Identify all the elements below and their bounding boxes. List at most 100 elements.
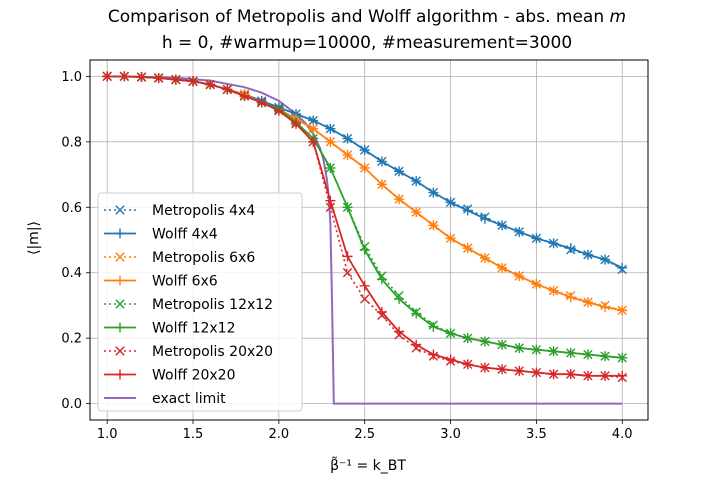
data-point-wolff-12x12	[548, 346, 559, 357]
data-point-wolff-20x20	[394, 326, 405, 337]
x-tick-label: 3.5	[526, 427, 547, 442]
data-point-wolff-20x20	[359, 280, 370, 291]
series-line-exact-limit	[107, 75, 623, 405]
data-point-wolff-4x4	[548, 238, 559, 249]
data-point-metropolis-20x20	[360, 294, 370, 304]
exact-limit-layer	[107, 75, 623, 405]
data-point-metropolis-20x20	[342, 268, 353, 278]
legend-label-wolff-20x20: Wolff 20x20	[152, 368, 236, 384]
legend-marker-wolff-6x6	[115, 275, 125, 286]
chart-title-math-m: m	[610, 7, 627, 27]
data-point-wolff-20x20	[342, 251, 353, 262]
data-point-wolff-20x20	[222, 84, 233, 95]
data-point-wolff-4x4	[582, 249, 593, 260]
legend-entry-wolff-4x4: Wolff 4x4	[104, 227, 218, 243]
data-point-wolff-6x6	[497, 262, 508, 273]
data-point-wolff-4x4	[617, 262, 628, 273]
data-point-wolff-6x6	[479, 253, 490, 263]
data-point-wolff-4x4	[411, 176, 422, 187]
data-point-wolff-12x12	[565, 347, 576, 358]
data-point-wolff-20x20	[617, 370, 628, 381]
legend-marker-metropolis-6x6	[115, 252, 125, 262]
data-point-wolff-6x6	[565, 292, 576, 303]
legend-entry-wolff-12x12: Wolff 12x12	[104, 321, 236, 337]
data-point-wolff-12x12	[531, 344, 542, 355]
data-point-wolff-4x4	[445, 197, 456, 208]
legend-label-wolff-6x6: Wolff 6x6	[152, 274, 218, 290]
data-point-wolff-12x12	[617, 352, 628, 363]
data-point-wolff-20x20	[548, 369, 559, 380]
legend-entry-metropolis-4x4: Metropolis 4x4	[104, 203, 255, 219]
chart-title-line1-text: Comparison of Metropolis and Wolff algor…	[108, 7, 610, 27]
x-tick-label: 2.0	[269, 427, 290, 442]
legend-label-exact-limit: exact limit	[152, 391, 226, 407]
axis-ticks: 1.0 1.5 2.0 2.5 3.0 3.5 4.0 0.0 0.2 0.4 0.6 0.8 1.0	[61, 70, 632, 442]
data-point-wolff-20x20	[136, 72, 147, 83]
legend-marker-wolff-12x12	[115, 322, 125, 333]
data-point-wolff-6x6	[548, 285, 559, 296]
data-point-wolff-4x4	[600, 254, 611, 265]
data-point-wolff-4x4	[325, 123, 336, 134]
data-point-wolff-6x6	[617, 305, 628, 316]
data-point-wolff-4x4	[514, 226, 525, 237]
data-point-wolff-4x4	[394, 166, 405, 177]
x-tick-label: 2.5	[354, 427, 375, 442]
legend-box	[97, 192, 303, 412]
legend-marker-wolff-20x20	[115, 369, 125, 380]
data-point-wolff-20x20	[291, 118, 302, 129]
data-point-wolff-4x4	[531, 233, 542, 244]
data-point-wolff-12x12	[411, 308, 422, 319]
legend-label-wolff-12x12: Wolff 12x12	[152, 321, 236, 337]
data-point-wolff-4x4	[565, 243, 576, 254]
legend-marker-wolff-4x4	[115, 228, 125, 239]
legend-label-metropolis-6x6: Metropolis 6x6	[152, 250, 255, 266]
chart-title-line2: h = 0, #warmup=10000, #measurement=3000	[162, 33, 572, 53]
x-axis-label: β̃⁻¹ = k_BT	[330, 456, 406, 474]
data-point-wolff-20x20	[239, 91, 250, 101]
data-point-wolff-6x6	[325, 136, 336, 147]
data-point-wolff-12x12	[342, 202, 353, 213]
data-point-wolff-12x12	[445, 328, 456, 339]
data-point-wolff-12x12	[359, 244, 370, 255]
data-point-wolff-4x4	[428, 187, 439, 198]
plot-frame	[89, 59, 649, 421]
data-point-wolff-4x4	[359, 145, 370, 155]
data-point-wolff-20x20	[153, 73, 164, 83]
x-tick-label: 3.0	[440, 427, 461, 442]
data-point-wolff-20x20	[376, 307, 387, 317]
y-tick-label: 0.8	[61, 135, 82, 150]
data-point-wolff-12x12	[497, 339, 508, 350]
data-point-wolff-20x20	[119, 71, 130, 82]
data-point-wolff-20x20	[188, 76, 199, 87]
legend-entries: Metropolis 4x4 Wolff 4x4 Metropolis 6x6 Wol…	[104, 203, 273, 407]
legend-entry-wolff-20x20: Wolff 20x20	[104, 368, 236, 384]
data-point-wolff-20x20	[102, 71, 113, 82]
data-point-wolff-12x12	[325, 163, 336, 173]
data-point-wolff-20x20	[273, 105, 284, 116]
data-point-wolff-12x12	[394, 293, 405, 304]
data-point-wolff-12x12	[428, 321, 439, 332]
legend-entry-exact-limit: exact limit	[104, 391, 226, 407]
data-point-wolff-20x20	[170, 74, 181, 85]
legend-entry-metropolis-12x12: Metropolis 12x12	[104, 297, 273, 313]
legend: Metropolis 4x4 Wolff 4x4 Metropolis 6x6 Wol…	[97, 192, 303, 412]
data-point-wolff-4x4	[462, 205, 473, 216]
data-point-wolff-20x20	[256, 97, 267, 108]
data-point-wolff-6x6	[359, 163, 370, 173]
data-point-wolff-20x20	[428, 349, 439, 360]
legend-entry-wolff-6x6: Wolff 6x6	[104, 274, 218, 290]
data-point-wolff-12x12	[376, 274, 387, 285]
data-point-wolff-12x12	[600, 351, 611, 362]
chart-title-line1: Comparison of Metropolis and Wolff algor…	[108, 7, 626, 27]
data-point-wolff-6x6	[600, 302, 611, 313]
y-tick-label: 1.0	[61, 70, 82, 85]
x-tick-label: 1.0	[97, 427, 118, 442]
y-tick-label: 0.0	[61, 397, 82, 412]
data-point-wolff-6x6	[342, 149, 353, 160]
data-point-wolff-12x12	[462, 333, 473, 344]
data-point-wolff-4x4	[479, 213, 490, 224]
x-tick-label: 1.5	[183, 427, 204, 442]
data-point-wolff-20x20	[600, 370, 611, 381]
legend-label-wolff-4x4: Wolff 4x4	[152, 227, 218, 243]
data-point-wolff-4x4	[342, 133, 353, 144]
